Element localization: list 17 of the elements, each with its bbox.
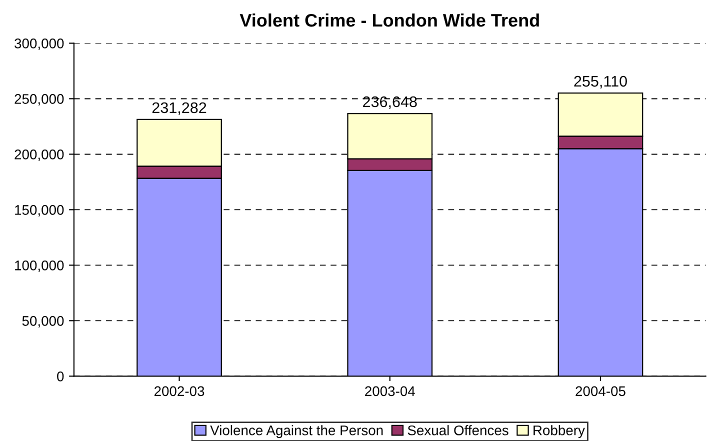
y-tick-label: 150,000 — [15, 205, 64, 217]
y-tick-label: 100,000 — [15, 260, 64, 272]
y-tick-label: 0 — [57, 372, 64, 382]
chart-title: Violent Crime - London Wide Trend — [240, 13, 539, 27]
legend-label: Sexual Offences — [408, 425, 508, 436]
x-tick-label: 2004-05 — [576, 386, 626, 396]
y-tick-label: 200,000 — [14, 150, 64, 162]
total-label: 231,282 — [152, 102, 206, 115]
y-tick-label: 300,000 — [14, 38, 64, 50]
total-label: 236,648 — [363, 96, 417, 109]
x-tick-label: 2002-03 — [154, 386, 204, 396]
legend-label: Violence Against the Person — [210, 425, 383, 438]
y-tick-label: 250,000 — [14, 94, 64, 106]
y-tick-label: 50,000 — [22, 316, 64, 328]
legend-label: Robbery — [534, 425, 585, 438]
total-label: 255,110 — [574, 76, 627, 88]
x-tick-label: 2003-04 — [365, 386, 415, 396]
